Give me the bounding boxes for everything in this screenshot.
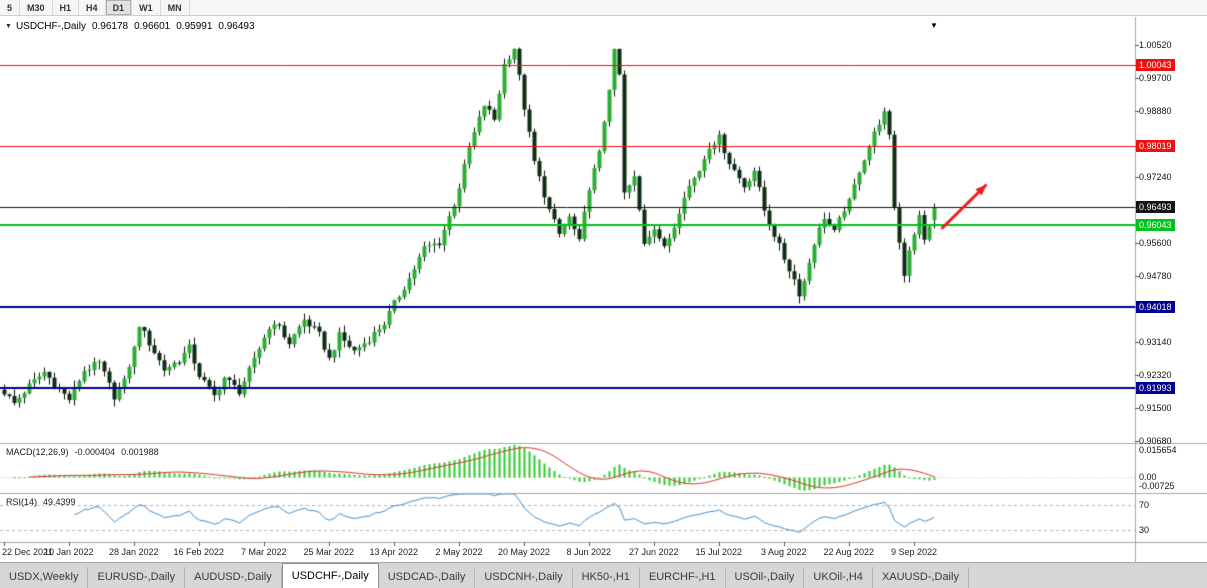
- date-axis-label: 25 Mar 2022: [303, 547, 355, 557]
- timeframe-button-h1[interactable]: H1: [53, 0, 80, 15]
- macd-indicator-label: MACD(12,26,9) -0.000404 0.001988: [6, 447, 159, 458]
- timeframe-button-m30[interactable]: M30: [20, 0, 53, 15]
- price-axis-label: 0.95600: [1139, 238, 1172, 248]
- chart-ohlc-header: ▼ USDCHF-,Daily 0.96178 0.96601 0.95991 0.964…: [5, 21, 255, 32]
- price-line-badge: 0.96043: [1136, 219, 1175, 231]
- price-axis-label: 0.90680: [1139, 436, 1172, 446]
- rsi-value: 49.4399: [43, 497, 76, 507]
- date-axis-label: 8 Jun 2022: [566, 547, 612, 557]
- ohlc-close: 0.96493: [218, 21, 255, 32]
- timeframe-button-mn[interactable]: MN: [161, 0, 190, 15]
- chart-tab-usdx-weekly[interactable]: USDX,Weekly: [0, 567, 89, 588]
- price-axis-label: 1.00520: [1139, 40, 1172, 50]
- date-axis-label: 7 Mar 2022: [241, 547, 287, 557]
- timeframe-button-5[interactable]: 5: [0, 0, 21, 15]
- chart-tab-usdchf-daily[interactable]: USDCHF-,Daily: [281, 563, 379, 588]
- date-axis-label: 15 Jul 2022: [695, 547, 743, 557]
- date-axis-label: 20 May 2022: [498, 547, 551, 557]
- rsi-name: RSI(14): [6, 497, 38, 507]
- macd-value-signal: 0.001988: [121, 447, 159, 457]
- chart-tab-xauusd-daily[interactable]: XAUUSD-,Daily: [872, 567, 969, 588]
- date-axis-label: 3 Aug 2022: [761, 547, 807, 557]
- chart-tab-usoil-daily[interactable]: USOil-,Daily: [725, 567, 805, 588]
- price-line-badge: 0.94018: [1136, 301, 1175, 313]
- chart-tab-usdcad-daily[interactable]: USDCAD-,Daily: [378, 567, 476, 588]
- price-axis-label: 0.97240: [1139, 172, 1172, 182]
- chart-tab-eurusd-daily[interactable]: EURUSD-,Daily: [88, 567, 186, 588]
- chart-tab-hk50-h1[interactable]: HK50-,H1: [572, 567, 640, 588]
- chart-tab-usdcnh-daily[interactable]: USDCNH-,Daily: [475, 567, 573, 588]
- price-axis-label: 0.98880: [1139, 106, 1172, 116]
- price-line-badge: 0.96493: [1136, 201, 1175, 213]
- chart-symbol-title: USDCHF-,Daily: [15, 21, 86, 32]
- price-line-badge: 0.98019: [1136, 140, 1175, 152]
- timeframe-button-h4[interactable]: H4: [79, 0, 106, 15]
- date-axis-label: 10 Jan 2022: [44, 547, 94, 557]
- rsi-indicator-label: RSI(14) 49.4399: [6, 497, 76, 508]
- symbol-tab-bar: USDX,Weekly EURUSD-,Daily AUDUSD-,Daily USD…: [0, 562, 1207, 588]
- rsi-axis-label: 30: [1139, 525, 1150, 535]
- date-axis-label: 27 Jun 2022: [629, 547, 679, 557]
- date-axis-label: 13 Apr 2022: [369, 547, 419, 557]
- chart-tab-audusd-daily[interactable]: AUDUSD-,Daily: [185, 567, 282, 588]
- timeframe-button-w1[interactable]: W1: [132, 0, 161, 15]
- macd-name: MACD(12,26,9): [6, 447, 69, 457]
- price-axis-label: 0.94780: [1139, 271, 1172, 281]
- date-axis-label: 22 Dec 2021: [2, 547, 54, 557]
- date-axis-label: 9 Sep 2022: [891, 547, 938, 557]
- chart-area: ▼ USDCHF-,Daily 0.96178 0.96601 0.95991 0.964…: [0, 17, 1207, 562]
- date-axis-label: 16 Feb 2022: [173, 547, 225, 557]
- symbol-dropdown-icon[interactable]: ▼: [5, 23, 12, 30]
- price-axis-label: 0.93140: [1139, 337, 1172, 347]
- chart-tab-ukoil-h4[interactable]: UKOil-,H4: [804, 567, 873, 588]
- date-axis-label: 28 Jan 2022: [109, 547, 159, 557]
- macd-axis-label: -0.00725: [1139, 481, 1175, 491]
- macd-axis-label: 0.00: [1139, 472, 1157, 482]
- rsi-axis-label: 70: [1139, 500, 1150, 510]
- price-line-badge: 0.91993: [1136, 382, 1175, 394]
- chart-tab-eurchf-h1[interactable]: EURCHF-,H1: [639, 567, 726, 588]
- timeframe-button-d1[interactable]: D1: [105, 0, 133, 15]
- date-axis-label: 2 May 2022: [435, 547, 483, 557]
- date-axis-label: 22 Aug 2022: [823, 547, 875, 557]
- ohlc-open: 0.96178: [91, 21, 129, 32]
- price-chart-canvas[interactable]: [0, 17, 1207, 562]
- macd-axis-label: 0.015654: [1139, 445, 1177, 455]
- ohlc-low: 0.95991: [176, 21, 213, 32]
- macd-value-main: -0.000404: [74, 447, 116, 457]
- price-axis-label: 0.99700: [1139, 73, 1172, 83]
- price-line-badge: 1.00043: [1136, 59, 1175, 71]
- timeframe-toolbar: 5 M30 H1 H4 D1 W1 MN: [0, 0, 1207, 16]
- chart-shift-marker-icon[interactable]: ▼: [930, 21, 938, 30]
- ohlc-high: 0.96601: [134, 21, 171, 32]
- price-axis-label: 0.91500: [1139, 403, 1172, 413]
- price-axis-label: 0.92320: [1139, 370, 1172, 380]
